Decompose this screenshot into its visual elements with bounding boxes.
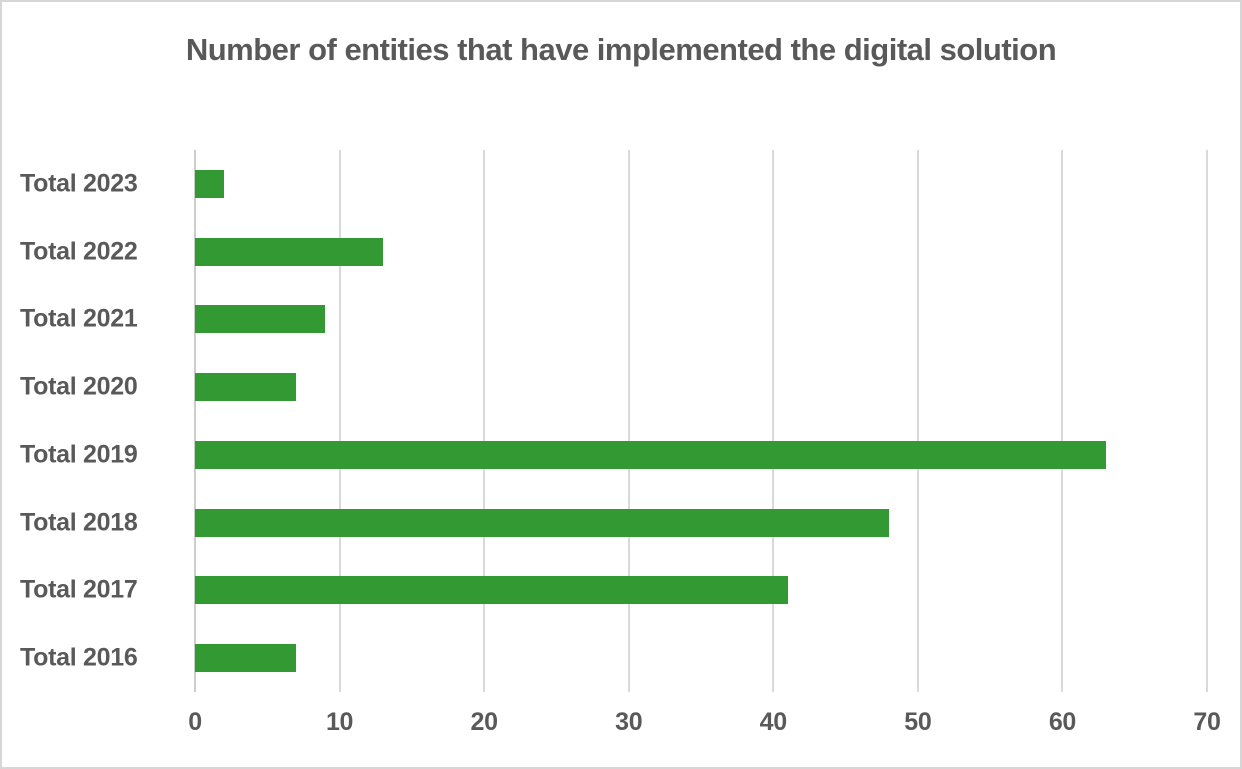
chart-title: Number of entities that have implemented… <box>185 32 1057 67</box>
x-tick-label: 10 <box>325 708 354 736</box>
gridline <box>1206 150 1208 692</box>
x-tick-label: 70 <box>1193 708 1221 736</box>
plot-area <box>194 150 1208 692</box>
x-tick-label: 50 <box>904 708 932 736</box>
category-label: Total 2022 <box>20 237 138 266</box>
category-label: Total 2020 <box>20 372 138 401</box>
axis-line <box>194 150 196 692</box>
bar <box>195 237 383 266</box>
bar <box>195 169 224 198</box>
category-label: Total 2021 <box>20 304 138 333</box>
gridline <box>916 150 919 692</box>
x-tick-label: 40 <box>759 708 788 736</box>
category-label: Total 2019 <box>20 440 138 469</box>
bar <box>195 644 297 673</box>
value-axis: 0 10 20 30 40 50 60 70 <box>188 708 1221 748</box>
x-tick-label: 30 <box>615 708 643 736</box>
gridline <box>627 150 630 692</box>
category-label: Total 2016 <box>20 643 138 672</box>
bar <box>195 305 326 334</box>
bar <box>195 508 889 537</box>
gridline <box>338 150 341 692</box>
bar <box>195 440 1106 469</box>
x-tick-label: 0 <box>188 708 202 736</box>
category-label: Total 2023 <box>20 169 138 198</box>
gridline <box>772 150 775 692</box>
bar <box>195 373 297 402</box>
gridline <box>1061 150 1064 692</box>
x-tick-label: 60 <box>1048 708 1077 736</box>
category-axis: Total 2023 Total 2022 Total 2021 Total 2020… <box>20 150 185 692</box>
category-label: Total 2018 <box>20 508 138 537</box>
x-tick-label: 20 <box>470 708 499 736</box>
bar <box>195 576 788 605</box>
gridline <box>483 150 486 692</box>
category-label: Total 2017 <box>20 575 138 604</box>
